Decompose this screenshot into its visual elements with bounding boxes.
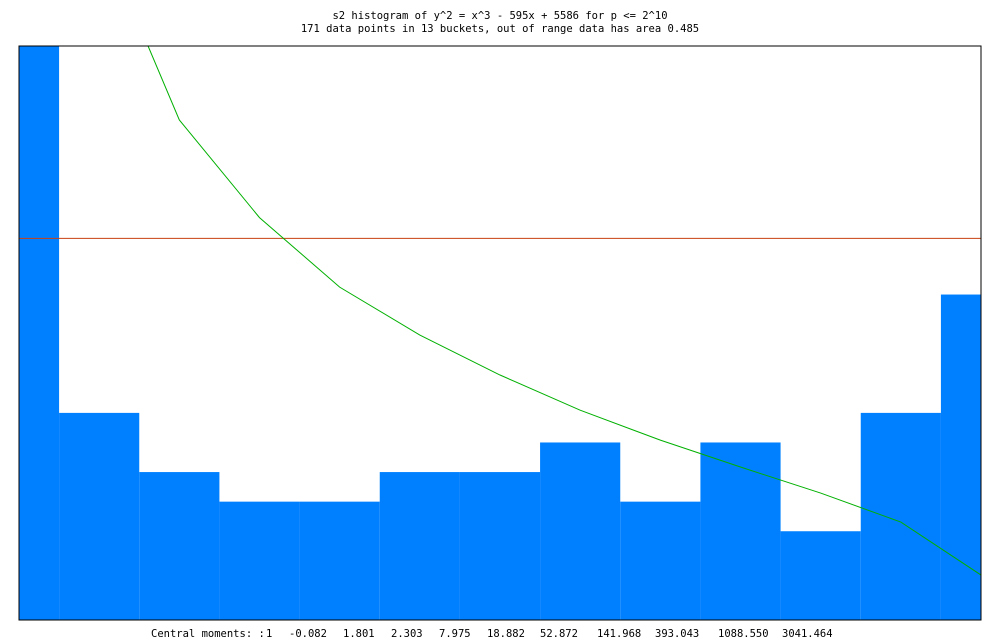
bar: [620, 501, 701, 620]
density-curve: [147, 46, 981, 576]
bar: [299, 501, 380, 620]
bar: [59, 412, 140, 620]
bar: [459, 472, 541, 620]
bar: [860, 412, 941, 620]
moment-value: 3041.464: [782, 628, 833, 640]
bar: [540, 442, 621, 620]
chart-subtitle: 171 data points in 13 buckets, out of ra…: [301, 23, 699, 35]
moment-value: 1088.550: [718, 628, 769, 640]
moment-value: 1.801: [343, 628, 375, 640]
plot-area: [19, 46, 981, 620]
bar: [780, 531, 861, 620]
bar: [700, 442, 781, 620]
moments-label: Central moments: :: [151, 628, 265, 640]
plot-frame: [18, 45, 982, 621]
moment-value: 141.968: [597, 628, 641, 640]
bar: [940, 294, 981, 620]
moment-value: 2.303: [391, 628, 423, 640]
moment-value: 52.872: [540, 628, 578, 640]
chart-title: s2 histogram of y^2 = x^3 - 595x + 5586 …: [332, 10, 667, 22]
moment-value: 18.882: [487, 628, 525, 640]
moment-value: 1: [266, 628, 272, 640]
bar: [139, 472, 220, 620]
bar: [19, 46, 60, 620]
bar: [219, 501, 300, 620]
moment-value: -0.082: [289, 628, 327, 640]
footer: Central moments: :1 -0.082 1.801 2.303 7.975…: [151, 628, 833, 640]
bar: [379, 472, 460, 620]
moment-value: 393.043: [655, 628, 699, 640]
moment-value: 7.975: [439, 628, 471, 640]
